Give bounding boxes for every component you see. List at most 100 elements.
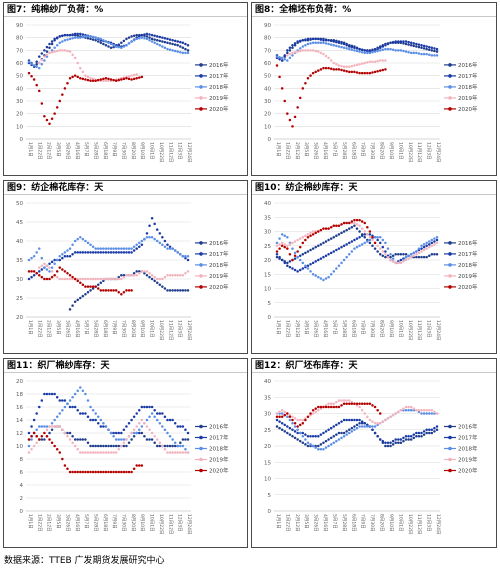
data-point <box>335 44 338 48</box>
data-point <box>145 425 149 428</box>
data-point <box>278 426 281 430</box>
data-point <box>150 40 154 43</box>
data-point <box>45 53 49 57</box>
data-point <box>91 277 95 281</box>
data-point <box>404 438 408 441</box>
data-point <box>291 435 294 438</box>
data-point <box>50 40 54 43</box>
data-point <box>422 412 426 415</box>
data-point <box>171 49 174 52</box>
x-tick-label: 8月20日 <box>130 320 136 338</box>
data-point <box>66 277 69 281</box>
legend-label: 2017年 <box>209 72 229 80</box>
data-point <box>66 272 69 275</box>
x-tick-label: 7月9日 <box>111 514 117 529</box>
data-point <box>168 245 172 248</box>
data-point <box>301 253 305 256</box>
data-point <box>114 79 118 82</box>
data-point <box>304 433 307 436</box>
data-point <box>358 63 361 66</box>
data-point <box>173 451 177 454</box>
data-point <box>38 270 41 273</box>
legend-marker <box>199 446 203 451</box>
data-point <box>293 430 297 433</box>
x-tick-label: 8月20日 <box>379 142 385 160</box>
data-point <box>94 251 97 254</box>
data-point <box>176 273 179 277</box>
data-point <box>96 287 100 290</box>
x-tick-label: 1月22日 <box>284 142 290 160</box>
data-point <box>340 45 343 49</box>
x-tick-label: 1月1日 <box>27 320 33 335</box>
data-point <box>161 285 164 288</box>
x-tick-label: 5月7日 <box>331 320 337 335</box>
data-point <box>304 234 307 238</box>
data-point <box>278 56 281 59</box>
data-point <box>66 38 69 41</box>
data-point <box>293 422 297 425</box>
data-point <box>309 270 312 273</box>
data-point <box>96 78 100 82</box>
data-point <box>81 277 85 281</box>
data-point <box>138 431 141 435</box>
chart-title: 图12：织厂坯布库存：天 <box>252 359 496 373</box>
data-point <box>91 245 95 248</box>
data-point <box>50 117 54 120</box>
data-point <box>412 251 416 255</box>
data-point <box>125 425 128 428</box>
data-point <box>35 251 38 254</box>
x-tick-label: 5月7日 <box>83 514 89 529</box>
data-point <box>125 44 128 47</box>
data-point <box>332 250 336 253</box>
legend-marker <box>448 252 452 256</box>
data-point <box>342 244 346 247</box>
data-point <box>184 438 187 441</box>
y-tick-label: 10 <box>264 124 271 130</box>
data-point <box>430 412 434 415</box>
y-tick-label: 40 <box>16 86 23 92</box>
data-point <box>163 37 167 40</box>
data-point <box>407 40 410 44</box>
data-point <box>384 255 387 259</box>
data-point <box>425 45 428 48</box>
data-point <box>153 279 156 283</box>
data-point <box>353 238 356 242</box>
data-point <box>332 44 336 47</box>
data-point <box>435 425 439 428</box>
data-point <box>186 289 190 292</box>
data-point <box>309 412 312 415</box>
data-point <box>296 431 299 435</box>
data-point <box>304 418 307 422</box>
data-point <box>43 425 46 428</box>
data-point <box>420 244 423 247</box>
data-point <box>433 47 436 50</box>
x-tick-label: 1月1日 <box>275 320 281 335</box>
data-point <box>363 71 366 75</box>
legend-marker <box>199 63 203 67</box>
data-point <box>342 65 346 69</box>
data-point <box>38 273 41 277</box>
data-point <box>311 233 315 236</box>
data-point <box>58 258 62 262</box>
data-point <box>76 298 79 302</box>
data-point <box>76 448 79 451</box>
x-tick-label: 5月7日 <box>83 320 89 335</box>
legend-marker <box>448 74 452 78</box>
data-point <box>96 422 100 425</box>
data-point <box>433 410 436 414</box>
data-point <box>389 41 392 44</box>
data-point <box>104 247 108 250</box>
data-point <box>425 241 428 245</box>
data-point <box>96 444 100 448</box>
y-tick-label: 20 <box>264 258 271 264</box>
data-point <box>84 74 87 77</box>
data-point <box>366 49 369 53</box>
data-point <box>311 273 315 276</box>
data-point <box>38 55 41 58</box>
data-point <box>345 243 348 246</box>
data-point <box>109 277 113 281</box>
data-point <box>306 235 310 239</box>
data-point <box>283 430 286 433</box>
legend-label: 2020年 <box>458 105 478 113</box>
